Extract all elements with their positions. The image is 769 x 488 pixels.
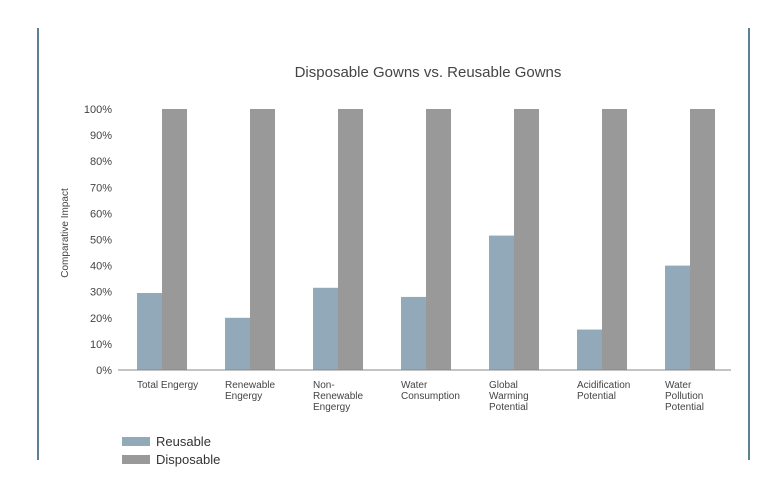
y-tick-label: 10% [90, 339, 112, 351]
y-tick-label: 80% [90, 156, 112, 168]
bar-disposable [250, 109, 275, 370]
x-tick-label: Acidification Potential [577, 380, 630, 402]
bar-disposable [162, 109, 187, 370]
y-tick-label: 30% [90, 287, 112, 299]
bar-reusable [665, 265, 690, 370]
x-axis-ticks: Total Engergy Renewable Engergy Non-Renewab… [137, 380, 704, 413]
bar-disposable [690, 109, 715, 370]
y-axis-label: Comparative Impact [60, 188, 71, 278]
y-tick-label: 0% [96, 365, 112, 377]
bar-reusable [577, 329, 602, 370]
chart-title: Disposable Gowns vs. Reusable Gowns [295, 64, 562, 81]
x-tick-label: Global Warming Potential [489, 380, 529, 413]
legend-item-reusable: Reusable [122, 432, 220, 450]
y-tick-label: 50% [90, 235, 112, 247]
y-tick-label: 100% [84, 104, 112, 116]
bar-reusable [137, 293, 162, 370]
left-frame-line [37, 28, 39, 460]
legend-swatch-reusable [122, 436, 150, 446]
x-tick-label: Water Pollution Potential [665, 380, 704, 413]
y-tick-label: 70% [90, 182, 112, 194]
bar-reusable [225, 317, 250, 370]
bar-reusable [401, 296, 426, 370]
bar-reusable [313, 287, 338, 370]
y-tick-label: 90% [90, 130, 112, 142]
bar-disposable [338, 109, 363, 370]
y-axis-ticks: 0% 10% 20% 30% 40% 50% 60% 70% 80% 90% 100% [84, 104, 112, 377]
x-tick-label: Renewable Engergy [225, 380, 275, 402]
legend-label-disposable: Disposable [156, 451, 221, 467]
x-tick-label: Water Consumption [401, 380, 460, 402]
legend-item-disposable: Disposable [122, 450, 220, 468]
bar-disposable [602, 109, 627, 370]
legend-label-reusable: Reusable [156, 433, 211, 449]
bar-reusable [489, 235, 514, 370]
bar-disposable [426, 109, 451, 370]
y-tick-label: 40% [90, 261, 112, 273]
legend-swatch-disposable [122, 454, 150, 464]
bar-disposable [514, 109, 539, 370]
legend: Reusable Disposable [122, 432, 220, 468]
bars-group [137, 109, 715, 370]
y-tick-label: 20% [90, 313, 112, 325]
right-frame-line [748, 28, 750, 460]
x-tick-label: Total Engergy [137, 380, 198, 391]
x-tick-label: Non-Renewable Engergy [313, 380, 363, 413]
y-tick-label: 60% [90, 208, 112, 220]
